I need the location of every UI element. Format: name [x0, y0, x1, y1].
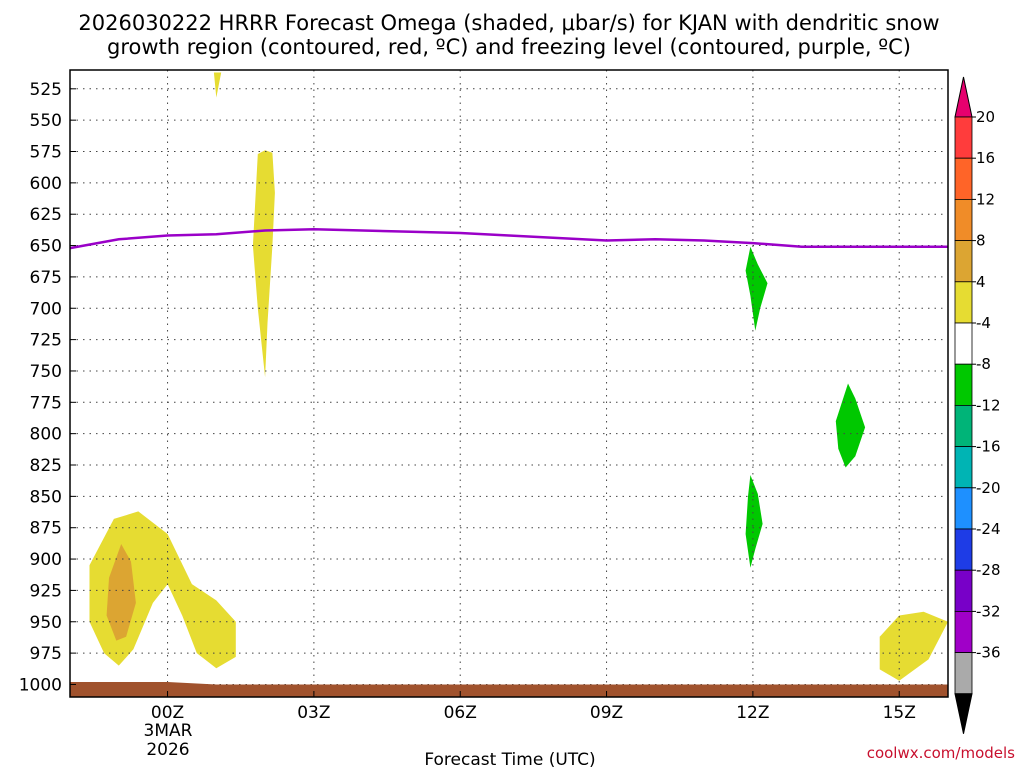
colorbar-label: -20	[976, 479, 1001, 497]
omega-region-5	[745, 246, 768, 331]
terrain-fill	[70, 682, 948, 697]
chart-title-line-1: 2026030222 HRRR Forecast Omega (shaded, …	[78, 11, 939, 35]
y-tick-label: 975	[30, 644, 62, 664]
colorbar-label: -4	[976, 314, 991, 332]
omega-shading	[89, 72, 948, 681]
y-tick-label: 550	[30, 111, 62, 131]
y-tick-label: 875	[30, 519, 62, 539]
y-tick-label: 750	[30, 362, 62, 382]
x-tick-label: 09Z	[590, 703, 623, 723]
terrain	[70, 682, 948, 697]
y-tick-label: 900	[30, 550, 62, 570]
colorbar-label: 20	[976, 108, 995, 126]
y-tick-label: 725	[30, 331, 62, 351]
colorbar-label: -24	[976, 520, 1001, 538]
plot-area	[69, 69, 949, 698]
plot-frame	[69, 69, 949, 698]
x-tick-label: 06Z	[444, 703, 477, 723]
colorbar-arrow-bottom	[954, 693, 973, 734]
x-axis-title: Forecast Time (UTC)	[424, 750, 595, 768]
colorbar-label: -12	[976, 396, 1001, 414]
colorbar-label: 4	[976, 273, 986, 291]
y-tick-label: 925	[30, 581, 62, 601]
omega-region-3	[106, 544, 136, 641]
omega-region-7	[745, 475, 763, 568]
colorbar-segment	[954, 569, 973, 612]
x-tick-label: 15Z	[883, 703, 916, 723]
colorbar-segment	[954, 404, 973, 447]
colorbar-label: -16	[976, 438, 1001, 456]
y-tick-label: 950	[30, 613, 62, 633]
y-tick-label: 700	[30, 299, 62, 319]
colorbar-segment	[954, 363, 973, 406]
colorbar-segment	[954, 240, 973, 283]
y-tick-label: 575	[30, 143, 62, 163]
chart-title-line-2: growth region (contoured, red, ºC) and f…	[107, 35, 911, 59]
colorbar-label: 8	[976, 232, 986, 250]
colorbar-segment	[954, 487, 973, 530]
colorbar-segment	[954, 611, 973, 654]
y-tick-label: 825	[30, 456, 62, 476]
y-tick-label: 600	[30, 174, 62, 194]
colorbar-segment	[954, 281, 973, 324]
y-tick-label: 775	[30, 393, 62, 413]
x-subtick-date: 3MAR	[144, 721, 193, 741]
x-tick-label: 12Z	[736, 703, 769, 723]
x-tick-label: 03Z	[297, 703, 330, 723]
colorbar: 20 16 12 8 4 -4 -8 -12 -16 -20 -24 -28 -32 -36	[954, 76, 1001, 734]
x-tick-label: 00Z	[151, 703, 184, 723]
freezing-level-layer	[69, 228, 948, 250]
colorbar-segment	[954, 198, 973, 241]
colorbar-segment	[954, 446, 973, 489]
colorbar-segment	[954, 116, 973, 159]
y-tick-label: 525	[30, 80, 62, 100]
y-axis: 525 550 575 600 625 650 675 700 725 750 775 800 825 8…	[19, 80, 76, 695]
y-tick-label: 850	[30, 487, 62, 507]
y-tick-label: 1000	[19, 675, 62, 695]
colorbar-segment	[954, 652, 973, 695]
colorbar-segment	[954, 157, 973, 200]
omega-region-1	[252, 150, 275, 378]
omega-region-6	[835, 383, 866, 468]
colorbar-label: 12	[976, 190, 995, 208]
colorbar-label: 16	[976, 149, 995, 167]
colorbar-label: -32	[976, 602, 1001, 620]
omega-region-4	[879, 611, 948, 681]
credit-link[interactable]: coolwx.com/models	[867, 744, 1015, 762]
colorbar-arrow-top	[954, 76, 973, 118]
colorbar-segment	[954, 528, 973, 571]
x-axis: 00Z 03Z 06Z 09Z 12Z 15Z	[151, 691, 916, 723]
colorbar-segment	[954, 322, 973, 365]
y-tick-label: 625	[30, 205, 62, 225]
colorbar-label: -28	[976, 561, 1001, 579]
y-tick-label: 650	[30, 237, 62, 257]
y-tick-label: 675	[30, 268, 62, 288]
x-subtick-year: 2026	[146, 740, 189, 760]
colorbar-label: -8	[976, 355, 991, 373]
colorbar-label: -36	[976, 644, 1001, 662]
freezing-level-line	[69, 228, 948, 250]
grid	[70, 70, 948, 697]
omega-region-0	[213, 72, 222, 98]
y-tick-label: 800	[30, 425, 62, 445]
